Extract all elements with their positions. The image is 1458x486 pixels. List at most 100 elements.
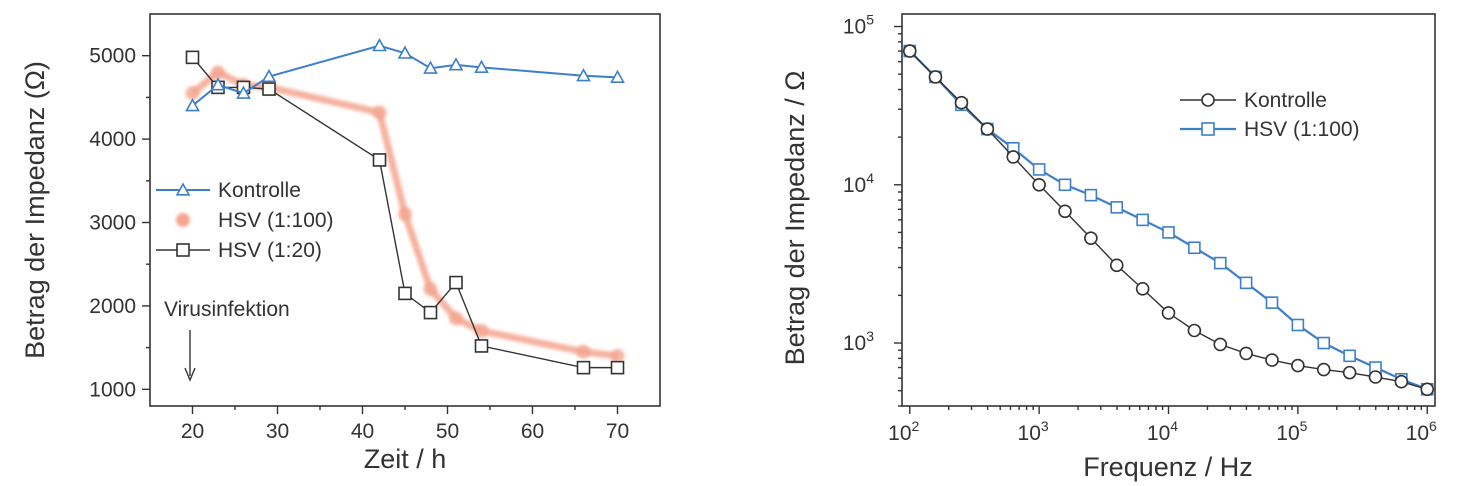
data-point-hsv-1-100 (1241, 277, 1252, 288)
data-point-hsv-1-20 (374, 154, 386, 166)
data-point-kontrolle (1111, 259, 1123, 271)
data-point-hsv-1-100 (373, 105, 387, 119)
data-point-hsv-1-20 (476, 340, 488, 352)
right-x-tick-label: 104 (1147, 418, 1178, 445)
impedance-frequency-chart: 102 103 104 105 106 103 104 105 Frequenz / Hz B… (780, 12, 1437, 482)
data-point-kontrolle (1266, 354, 1278, 366)
legend-label: HSV (1:20) (218, 239, 322, 262)
right-series-layer (904, 45, 1433, 395)
series-line-hsv-1-100 (910, 51, 1427, 389)
data-point-hsv-1-20 (263, 83, 275, 95)
left-legend: Kontrolle HSV (1:100) HSV (1:20) (156, 179, 334, 262)
data-point-hsv-1-100 (1189, 242, 1200, 253)
virus-infection-arrow (185, 330, 195, 380)
data-point-kontrolle (1085, 232, 1097, 244)
legend-label: HSV (1:100) (1244, 118, 1360, 141)
data-point-hsv-1-100 (1034, 164, 1045, 175)
legend-label: HSV (1:100) (218, 209, 334, 232)
legend-entry-hsv-1-20: HSV (1:20) (156, 239, 322, 262)
data-point-kontrolle (904, 45, 916, 57)
data-point-hsv-1-100 (1318, 338, 1329, 349)
data-point-kontrolle (374, 40, 386, 51)
left-y-tick-label: 3000 (89, 212, 136, 235)
data-point-kontrolle (1318, 364, 1330, 376)
series-line-kontrolle (910, 51, 1427, 389)
left-x-tick-label: 20 (181, 420, 204, 443)
data-point-hsv-1-100 (449, 311, 463, 325)
left-x-tick-label: 60 (521, 420, 544, 443)
left-y-axis-label: Betrag der Impedanz (Ω) (20, 61, 50, 359)
legend-marker (177, 244, 189, 256)
data-point-hsv-1-20 (425, 307, 437, 319)
left-y-tick-label: 5000 (89, 45, 136, 68)
right-y-tick-label: 103 (843, 328, 874, 355)
data-point-hsv-1-20 (450, 277, 462, 289)
data-point-hsv-1-20 (612, 362, 624, 374)
legend-entry-hsv-1-100: HSV (1:100) (156, 209, 334, 232)
right-x-tick-label: 106 (1406, 418, 1437, 445)
data-point-kontrolle (1421, 383, 1433, 395)
left-x-tick-label: 50 (436, 420, 459, 443)
series-hsv-1-100 (904, 46, 1432, 395)
legend-entry-hsv-1-100: HSV (1:100) (1180, 118, 1360, 141)
right-y-tick-label: 104 (843, 170, 874, 197)
series-kontrolle (187, 40, 624, 111)
virus-infection-annotation: Virusinfektion (164, 298, 290, 321)
data-point-hsv-1-100 (1266, 297, 1277, 308)
data-point-hsv-1-100 (1060, 179, 1071, 190)
data-point-kontrolle (1163, 307, 1175, 319)
data-point-hsv-1-100 (1085, 190, 1096, 201)
data-point-hsv-1-20 (399, 287, 411, 299)
data-point-kontrolle (1292, 360, 1304, 372)
data-point-kontrolle (1137, 283, 1149, 295)
data-point-kontrolle (1214, 338, 1226, 350)
data-point-kontrolle (929, 71, 941, 83)
left-x-axis-label: Zeit / h (364, 444, 447, 474)
left-series-layer (186, 40, 625, 374)
left-x-tick-label: 70 (606, 420, 629, 443)
legend-marker (1202, 123, 1214, 135)
left-y-tick-label: 1000 (89, 378, 136, 401)
right-legend: Kontrolle HSV (1:100) (1180, 89, 1360, 141)
data-point-kontrolle (1344, 367, 1356, 379)
legend-entry-kontrolle: Kontrolle (156, 179, 301, 202)
legend-marker (1202, 94, 1214, 106)
data-point-hsv-1-100 (1344, 350, 1355, 361)
data-point-hsv-1-100 (1292, 319, 1303, 330)
right-x-tick-label: 103 (1018, 418, 1049, 445)
data-point-kontrolle (1033, 179, 1045, 191)
data-point-hsv-1-100 (577, 345, 591, 359)
legend-marker (176, 213, 190, 227)
data-point-hsv-1-100 (1137, 214, 1148, 225)
impedance-time-chart: 20 30 40 50 60 7010002000300040005000 Zeit / … (20, 14, 660, 474)
data-point-hsv-1-20 (578, 362, 590, 374)
legend-entry-kontrolle: Kontrolle (1180, 89, 1327, 112)
left-x-tick-label: 40 (351, 420, 374, 443)
data-point-kontrolle (1395, 376, 1407, 388)
data-point-hsv-1-100 (1163, 227, 1174, 238)
right-plot-frame (902, 14, 1435, 406)
data-point-hsv-1-100 (1215, 258, 1226, 269)
data-point-kontrolle (1059, 205, 1071, 217)
legend-label: Kontrolle (218, 179, 301, 202)
data-point-hsv-1-100 (424, 282, 438, 296)
right-y-axis-label: Betrag der Impedanz / Ω (780, 71, 810, 366)
data-point-kontrolle (981, 123, 993, 135)
data-point-kontrolle (450, 59, 462, 70)
data-point-kontrolle (1188, 324, 1200, 336)
series-kontrolle (904, 45, 1433, 395)
data-point-kontrolle (1240, 347, 1252, 359)
right-y-tick-label: 105 (843, 12, 874, 39)
data-point-hsv-1-100 (475, 324, 489, 338)
data-point-kontrolle (1007, 151, 1019, 163)
data-point-kontrolle (955, 97, 967, 109)
legend-label: Kontrolle (1244, 89, 1327, 112)
left-y-tick-label: 2000 (89, 295, 136, 318)
data-point-hsv-1-100 (398, 207, 412, 221)
right-x-tick-label: 102 (888, 418, 919, 445)
right-x-tick-label: 105 (1276, 418, 1307, 445)
left-x-tick-label: 30 (266, 420, 289, 443)
right-x-axis-label: Frequenz / Hz (1083, 452, 1253, 482)
data-point-hsv-1-100 (1111, 202, 1122, 213)
